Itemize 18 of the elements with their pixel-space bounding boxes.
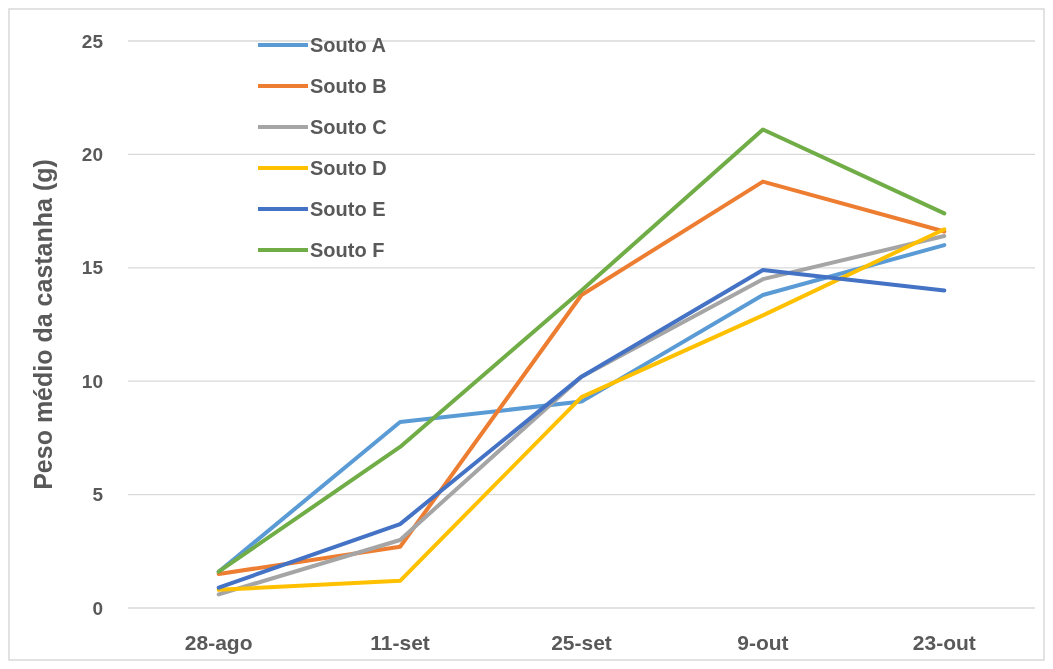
y-tick-label: 20 xyxy=(81,144,103,166)
legend-label: Souto E xyxy=(310,198,386,220)
legend-label: Souto D xyxy=(310,157,387,179)
legend-label: Souto C xyxy=(310,116,387,138)
y-axis-title: Peso médio da castanha (g) xyxy=(29,159,57,490)
x-tick-label: 28-ago xyxy=(184,631,253,654)
legend-label: Souto F xyxy=(310,239,385,261)
x-tick-label: 23-out xyxy=(912,631,976,654)
y-tick-label: 0 xyxy=(92,597,103,619)
y-tick-label: 25 xyxy=(81,30,104,52)
y-tick-label: 15 xyxy=(81,257,104,279)
x-tick-label: 9-out xyxy=(737,631,789,654)
x-tick-label: 25-set xyxy=(551,631,612,654)
legend-label: Souto A xyxy=(310,34,386,56)
legend-label: Souto B xyxy=(310,75,387,97)
y-tick-label: 10 xyxy=(81,370,103,392)
y-tick-label: 5 xyxy=(92,484,104,506)
x-tick-label: 11-set xyxy=(370,631,430,654)
